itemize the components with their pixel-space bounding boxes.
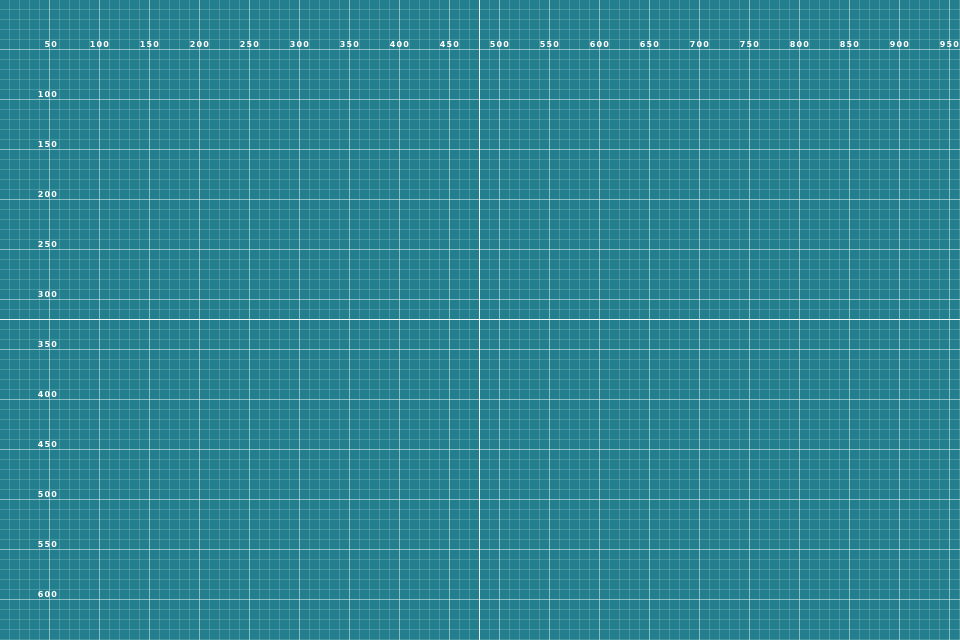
- crosshair-vertical-line: [479, 0, 480, 640]
- crosshair-horizontal-line: [0, 319, 960, 320]
